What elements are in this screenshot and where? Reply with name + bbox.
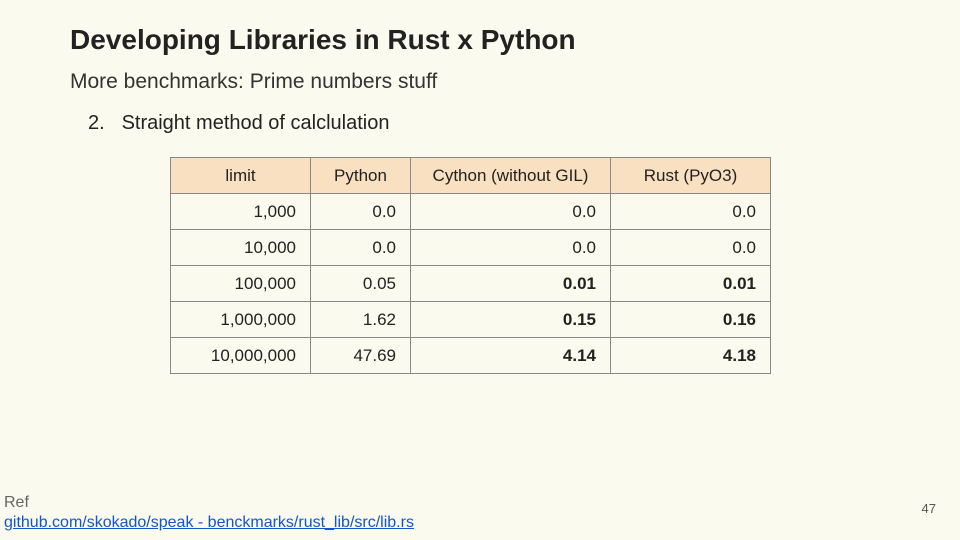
table-cell: 4.18 [611,338,771,374]
table-cell: 0.15 [411,302,611,338]
table-header-cell: Python [311,158,411,194]
ref-label: Ref [4,494,414,512]
table-cell: 10,000 [171,230,311,266]
table-cell: 1,000,000 [171,302,311,338]
footer-ref: Ref github.com/skokado/speak - benckmark… [4,494,414,532]
benchmark-table: limitPythonCython (without GIL)Rust (PyO… [170,157,771,374]
item-text: Straight method of calclulation [122,112,390,134]
table-cell: 0.0 [411,230,611,266]
table-header-cell: Cython (without GIL) [411,158,611,194]
table-header-cell: limit [171,158,311,194]
table-header-cell: Rust (PyO3) [611,158,771,194]
table-row: 10,0000.00.00.0 [171,230,771,266]
table-cell: 0.01 [611,266,771,302]
table-row: 10,000,00047.694.144.18 [171,338,771,374]
table-cell: 0.05 [311,266,411,302]
table-row: 100,0000.050.010.01 [171,266,771,302]
table-row: 1,000,0001.620.150.16 [171,302,771,338]
table-cell: 4.14 [411,338,611,374]
benchmark-table-wrap: limitPythonCython (without GIL)Rust (PyO… [170,157,890,374]
slide: Developing Libraries in Rust x Python Mo… [0,0,960,540]
table-cell: 0.0 [411,194,611,230]
list-item: 2. Straight method of calclulation [88,112,890,135]
subtitle: More benchmarks: Prime numbers stuff [70,70,890,94]
ref-link[interactable]: github.com/skokado/speak - benckmarks/ru… [4,514,414,531]
table-cell: 0.16 [611,302,771,338]
page-title: Developing Libraries in Rust x Python [70,24,890,56]
table-body: 1,0000.00.00.010,0000.00.00.0100,0000.05… [171,194,771,374]
table-cell: 0.0 [611,194,771,230]
page-number: 47 [922,501,936,516]
table-row: 1,0000.00.00.0 [171,194,771,230]
table-header-row: limitPythonCython (without GIL)Rust (PyO… [171,158,771,194]
table-cell: 1,000 [171,194,311,230]
table-cell: 0.0 [311,194,411,230]
table-cell: 100,000 [171,266,311,302]
table-cell: 47.69 [311,338,411,374]
table-cell: 1.62 [311,302,411,338]
table-cell: 0.01 [411,266,611,302]
table-cell: 0.0 [311,230,411,266]
table-cell: 10,000,000 [171,338,311,374]
item-number: 2. [88,112,116,135]
table-cell: 0.0 [611,230,771,266]
